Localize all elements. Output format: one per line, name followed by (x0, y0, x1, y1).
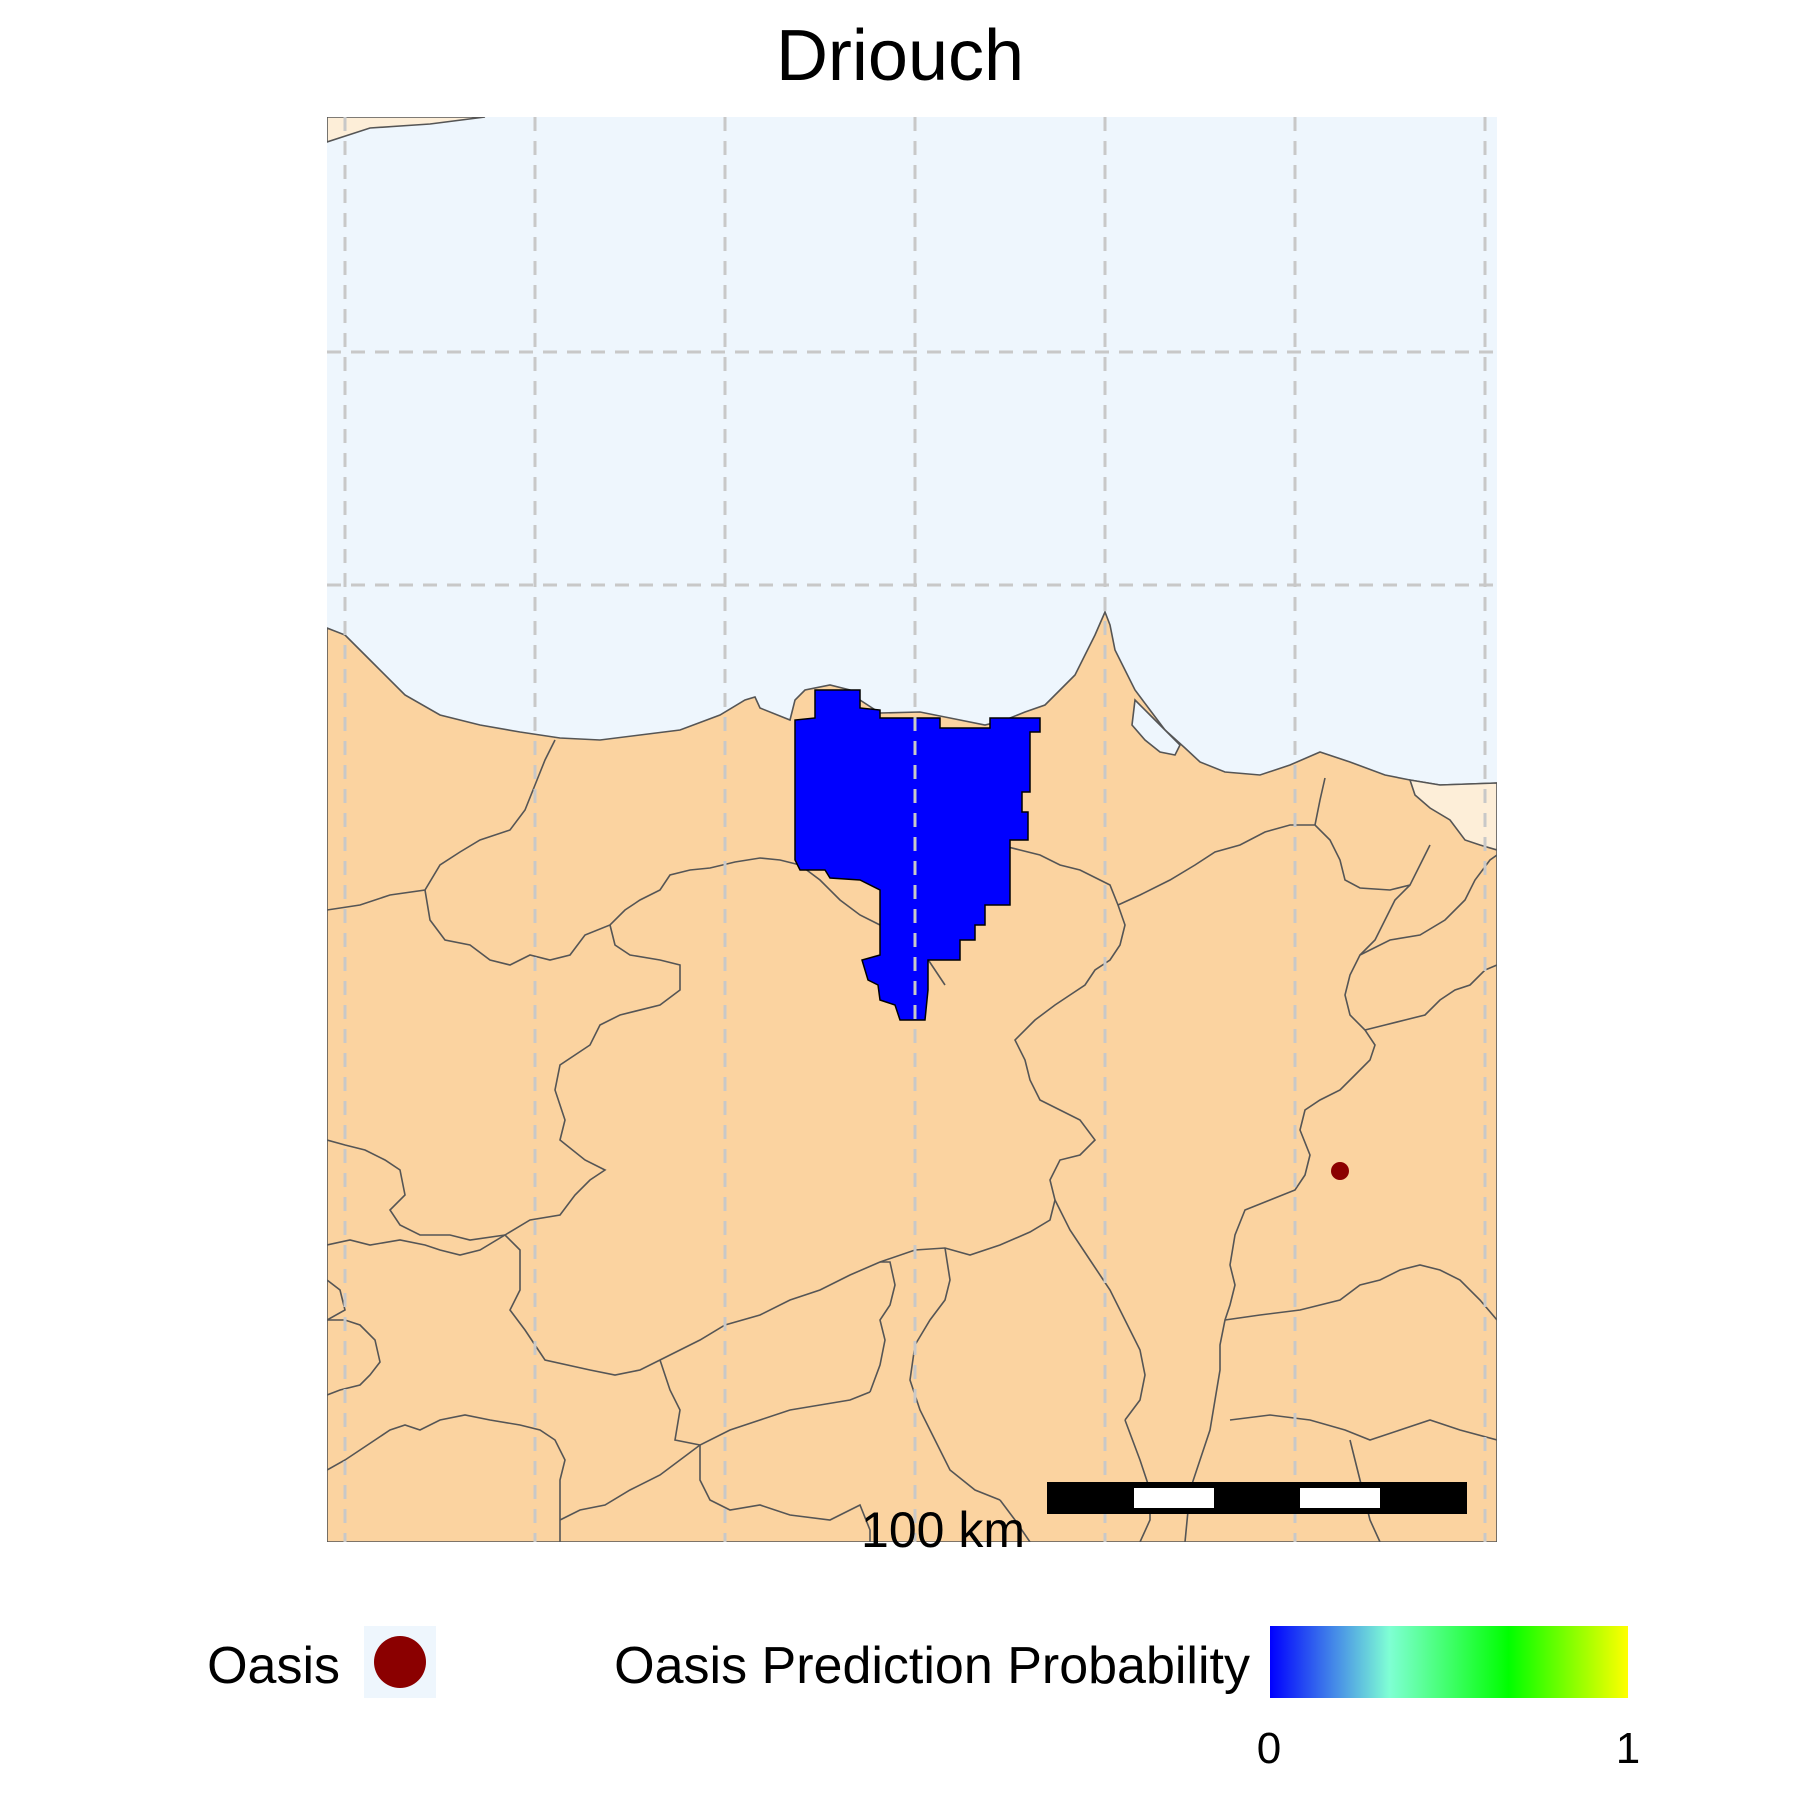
legend-colorbar (1270, 1626, 1628, 1698)
graticule (327, 117, 1497, 1542)
land-north-tip (327, 117, 486, 143)
map-title: Driouch (775, 16, 1025, 96)
scale-bar (1047, 1482, 1467, 1514)
land-mass (327, 609, 1497, 1542)
legend-tick-max: 1 (1615, 1724, 1641, 1773)
legend-probability-label: Oasis Prediction Probability (614, 1637, 1250, 1695)
legend-tick-min: 0 (1256, 1724, 1282, 1773)
oasis-point (1331, 1162, 1349, 1180)
legend-oasis-key (364, 1626, 436, 1698)
legend-oasis-dot-icon (374, 1636, 426, 1688)
legend-oasis-label: Oasis (207, 1637, 340, 1695)
land-neighbor-east (1408, 778, 1497, 851)
scale-bar-label: 100 km (861, 1502, 1025, 1558)
driouch-region (794, 689, 1041, 1021)
lagoon (1131, 698, 1181, 756)
